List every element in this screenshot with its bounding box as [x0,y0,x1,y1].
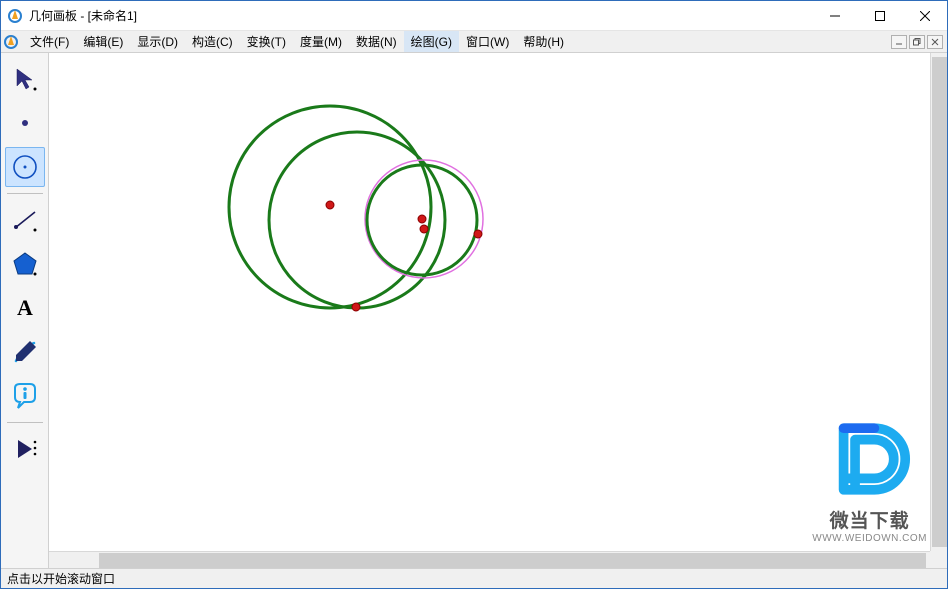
text-tool[interactable]: A [5,288,45,328]
close-icon [920,11,930,21]
menu-item[interactable]: 编辑(E) [76,31,130,52]
menu-item[interactable]: 绘图(G) [404,31,459,52]
mdi-restore-icon [913,38,921,46]
scrollbar-v-thumb[interactable] [932,57,947,547]
drawn-point[interactable] [474,230,482,238]
menu-item[interactable]: 变换(T) [240,31,293,52]
play-tool[interactable] [5,429,45,469]
maximize-button[interactable] [857,1,902,30]
scrollbar-corner [930,551,947,568]
titlebar: 几何画板 - [未命名1] [1,1,947,31]
pen-tool[interactable] [5,332,45,372]
arrow-tool[interactable] [5,59,45,99]
menu-items: 文件(F)编辑(E)显示(D)构造(C)变换(T)度量(M)数据(N)绘图(G)… [23,31,571,52]
mdi-minimize-button[interactable] [891,35,907,49]
statusbar: 点击以开始滚动窗口 [1,568,947,588]
scrollbar-horizontal[interactable] [49,551,930,568]
point-icon [10,108,40,138]
document-icon [3,34,19,50]
drawn-point[interactable] [326,201,334,209]
app-window: 几何画板 - [未命名1] 文件(F)编辑(E)显示(D)构造(C)变换(T)度… [0,0,948,589]
canvas-wrap: 微当下载 WWW.WEIDOWN.COM [49,53,947,568]
close-button[interactable] [902,1,947,30]
canvas[interactable]: 微当下载 WWW.WEIDOWN.COM [49,53,947,568]
maximize-icon [875,11,885,21]
mdi-controls [891,35,947,49]
drawn-point[interactable] [420,225,428,233]
drawn-point[interactable] [352,303,360,311]
mdi-restore-button[interactable] [909,35,925,49]
svg-text:A: A [17,295,33,320]
mdi-close-button[interactable] [927,35,943,49]
main-area: A 微当下载 WWW.WEIDOWN.COM [1,53,947,568]
pen-icon [10,337,40,367]
toolbar-separator [7,422,43,423]
polygon-tool[interactable] [5,244,45,284]
text-icon: A [10,293,40,323]
polygon-icon [10,249,40,279]
mdi-close-icon [931,38,939,46]
scrollbar-h-thumb[interactable] [99,553,926,568]
menu-item[interactable]: 显示(D) [130,31,185,52]
minimize-icon [830,11,840,21]
toolbar-separator [7,193,43,194]
mdi-minimize-icon [895,38,903,46]
line-icon [10,205,40,235]
scrollbar-vertical[interactable] [930,53,947,551]
minimize-button[interactable] [812,1,857,30]
menu-item[interactable]: 文件(F) [23,31,76,52]
info-tool[interactable] [5,376,45,416]
menubar: 文件(F)编辑(E)显示(D)构造(C)变换(T)度量(M)数据(N)绘图(G)… [1,31,947,53]
window-title: 几何画板 - [未命名1] [29,7,812,24]
menu-item[interactable]: 度量(M) [293,31,349,52]
circle-icon [10,152,40,182]
menu-item[interactable]: 窗口(W) [459,31,516,52]
statusbar-text: 点击以开始滚动窗口 [7,570,115,587]
info-icon [10,381,40,411]
menu-item[interactable]: 帮助(H) [516,31,571,52]
window-controls [812,1,947,30]
drawn-point[interactable] [418,215,426,223]
arrow-icon [10,64,40,94]
menu-item[interactable]: 数据(N) [349,31,404,52]
line-tool[interactable] [5,200,45,240]
point-tool[interactable] [5,103,45,143]
circle-tool[interactable] [5,147,45,187]
toolbar: A [1,53,49,568]
drawing-svg [49,53,947,568]
app-icon [7,8,23,24]
menu-item[interactable]: 构造(C) [185,31,240,52]
play-icon [10,434,40,464]
